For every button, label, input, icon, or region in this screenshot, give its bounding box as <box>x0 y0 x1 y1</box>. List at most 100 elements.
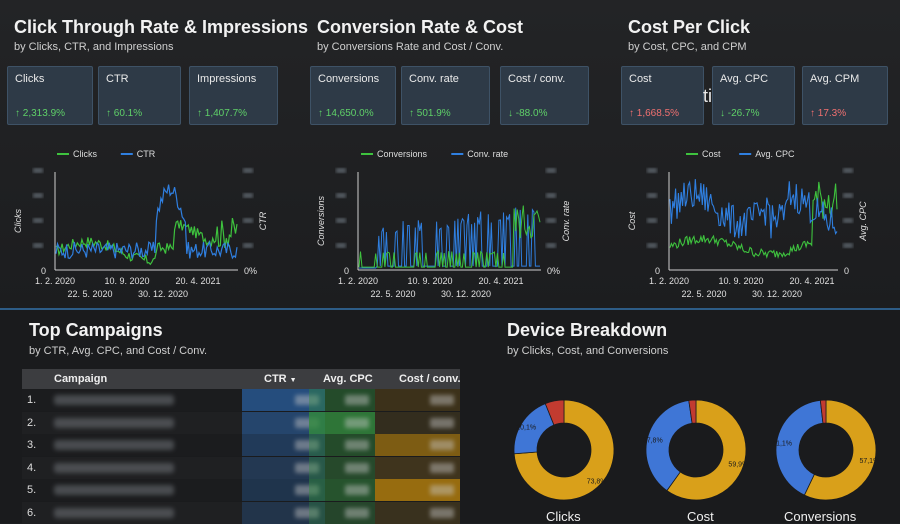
kpi-delta: ↓ -88.0% <box>508 108 548 119</box>
table-row[interactable]: 5. <box>22 479 460 501</box>
col-header-ctr[interactable]: CTR ▼ <box>264 373 297 385</box>
donut-slice <box>513 399 615 501</box>
kpi-card-cost-per-conv[interactable]: Cost / conv. ↓ -88.0% <box>500 66 589 125</box>
avg-cpc-cell <box>309 456 375 479</box>
kpi-value-redacted <box>197 88 257 104</box>
campaign-name-redacted <box>54 485 174 495</box>
overlay-text-fragment: ti <box>703 86 712 106</box>
col-header-campaign[interactable]: Campaign <box>54 373 108 385</box>
kpi-card-impressions[interactable]: Impressions ↑ 1,407.7% <box>189 66 278 125</box>
blurred-tick-left <box>647 168 657 173</box>
blurred-tick-left <box>33 218 43 223</box>
donut-label-conversions: Conversions <box>784 509 857 524</box>
y2-tick-zero: 0% <box>547 266 560 276</box>
kpi-card-ctr[interactable]: CTR ↑ 60.1% <box>98 66 181 125</box>
blurred-tick-left <box>647 218 657 223</box>
cell-value-redacted <box>345 507 369 518</box>
avg-cpc-cell <box>309 434 375 456</box>
cell-value-redacted <box>345 462 369 473</box>
kpi-value-redacted <box>508 88 568 104</box>
blurred-tick-right <box>243 243 253 248</box>
kpi-card-clicks[interactable]: Clicks ↑ 2,313.9% <box>7 66 93 125</box>
campaign-name-redacted <box>54 395 174 405</box>
ctr-cell <box>242 434 325 456</box>
blurred-tick-left <box>336 218 346 223</box>
kpi-value-redacted <box>318 88 378 104</box>
blurred-tick-left <box>33 168 43 173</box>
blurred-tick-right <box>243 168 253 173</box>
donut-slice-label: 37,8% <box>643 437 663 444</box>
cell-value-redacted <box>345 395 369 405</box>
cell-value-redacted <box>295 485 319 495</box>
table-row[interactable]: 3. <box>22 434 460 456</box>
x-tick-label: 1. 2. 2020 <box>35 276 75 286</box>
donut-slice-label: 20,1% <box>516 425 536 432</box>
x-tick-label: 20. 4. 2021 <box>478 276 523 286</box>
donut-chart-conversions: 57,1% 41,1% <box>772 399 879 501</box>
row-number: 1. <box>27 394 37 406</box>
top-campaigns-title: Top Campaigns <box>29 320 163 340</box>
donut-label-cost: Cost <box>687 509 714 524</box>
donut-slice <box>819 399 827 424</box>
panel-title: Cost Per Click <box>628 17 751 37</box>
table-row[interactable]: 1. <box>22 389 460 411</box>
sort-desc-icon: ▼ <box>289 377 297 384</box>
y-axis-label: Conversions <box>316 195 326 246</box>
x-tick-label: 30. 12. 2020 <box>138 289 188 299</box>
cell-value-redacted <box>345 417 369 428</box>
y2-tick-zero: 0% <box>244 266 257 276</box>
x-tick-label: 10. 9. 2020 <box>104 276 149 286</box>
y2-axis-label: Avg. CPC <box>858 201 868 242</box>
kpi-card-avg-cpm[interactable]: Avg. CPM ↑ 17.3% <box>802 66 888 125</box>
x-tick-label: 30. 12. 2020 <box>441 289 491 299</box>
y2-axis-label: Conv. rate <box>561 201 571 242</box>
campaign-name-redacted <box>54 417 174 428</box>
table-row[interactable]: 6. <box>22 501 460 524</box>
blurred-tick-right <box>546 168 556 173</box>
legend-label: Clicks <box>73 149 97 159</box>
kpi-value-redacted <box>106 88 166 104</box>
chart-legend: Clicks CTR <box>57 149 156 159</box>
donut-slice <box>645 400 693 492</box>
kpi-card-avg-cpc[interactable]: Avg. CPC ↓ -26.7% <box>712 66 795 125</box>
blurred-tick-right <box>843 218 853 223</box>
ctr-cell <box>242 411 325 434</box>
kpi-label: Cost / conv. <box>508 73 566 85</box>
device-breakdown-title: Device Breakdown <box>507 320 668 340</box>
donut-chart-clicks: 73,8% 20,1% <box>513 399 615 501</box>
cell-value-redacted <box>295 462 319 473</box>
donut-slice-label: 57,1% <box>859 458 879 465</box>
col-header-cost-conv[interactable]: Cost / conv. <box>399 373 461 385</box>
series-line-avg-cpc <box>669 179 838 239</box>
panel-subtitle: by Clicks, CTR, and Impressions <box>14 41 174 53</box>
x-tick-label: 20. 4. 2021 <box>789 276 834 286</box>
blurred-tick-right <box>546 243 556 248</box>
blurred-tick-left <box>336 243 346 248</box>
kpi-value-redacted <box>810 88 870 104</box>
kpi-delta: ↑ 2,313.9% <box>15 108 66 119</box>
cost-conv-cell <box>375 479 460 501</box>
kpi-label: Conv. rate <box>409 73 459 85</box>
cost-conv-cell <box>375 434 460 456</box>
kpi-card-cost[interactable]: Cost ↑ 1,668.5% <box>621 66 704 125</box>
kpi-card-conv-rate[interactable]: Conv. rate ↑ 501.9% <box>401 66 490 125</box>
conversion-cost-panel: Conversion Rate & Cost by Conversions Ra… <box>303 0 603 308</box>
kpi-card-conversions[interactable]: Conversions ↑ 14,650.0% <box>310 66 396 125</box>
campaign-name-redacted <box>54 507 174 518</box>
blurred-tick-right <box>843 193 853 198</box>
panel-subtitle: by Conversions Rate and Cost / Conv. <box>317 41 504 53</box>
table-row[interactable]: 2. <box>22 411 460 434</box>
blurred-tick-right <box>546 193 556 198</box>
kpi-delta: ↓ -26.7% <box>720 108 760 119</box>
blurred-tick-right <box>243 218 253 223</box>
cell-value-redacted <box>345 485 369 495</box>
avg-cpc-cell <box>309 389 375 411</box>
col-header-avg-cpc[interactable]: Avg. CPC <box>323 373 373 385</box>
row-number: 3. <box>27 439 37 451</box>
table-row[interactable]: 4. <box>22 456 460 479</box>
blurred-tick-left <box>647 243 657 248</box>
donut-slice-label: 41,1% <box>772 441 792 448</box>
cost-conv-cell <box>375 501 460 524</box>
ctr-impressions-panel: Click Through Rate & Impressions by Clic… <box>0 0 308 308</box>
